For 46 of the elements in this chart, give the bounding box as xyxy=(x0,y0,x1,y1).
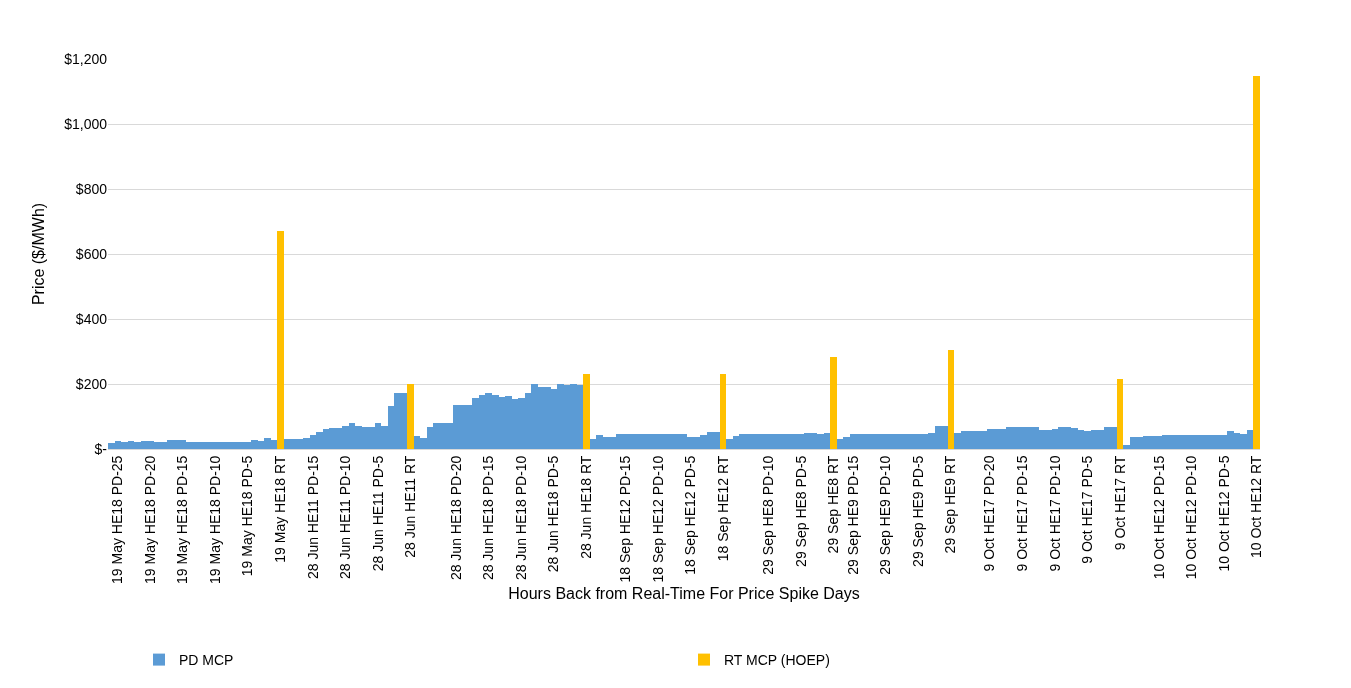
x-tick-label: 29 Sep HE9 PD-10 xyxy=(877,455,894,575)
x-tick-label: 28 Jun HE11 PD-5 xyxy=(369,455,386,572)
x-tick-label: 9 Oct HE17 PD-5 xyxy=(1079,455,1096,564)
x-tick-label: 9 Oct HE17 PD-10 xyxy=(1046,455,1063,572)
legend-label: PD MCP xyxy=(179,652,234,669)
x-tick-label: 10 Oct HE12 PD-10 xyxy=(1183,455,1200,580)
x-tick-label: 18 Sep HE12 PD-15 xyxy=(616,455,633,583)
x-tick-label: 9 Oct HE17 RT xyxy=(1111,455,1128,551)
x-axis-title: Hours Back from Real-Time For Price Spike Days xyxy=(508,584,860,602)
x-tick-label: 18 Sep HE12 PD-5 xyxy=(682,455,699,575)
x-tick-label: 28 Jun HE18 PD-15 xyxy=(480,455,497,581)
x-tick-label: 29 Sep HE9 PD-5 xyxy=(909,455,926,567)
x-tick-label: 19 May HE18 PD-20 xyxy=(141,455,158,585)
x-tick-label: 18 Sep HE12 RT xyxy=(714,455,731,562)
x-tick-label: 19 May HE18 PD-25 xyxy=(109,455,126,585)
x-tick-label: 29 Sep HE9 RT xyxy=(942,455,959,554)
x-tick-label: 19 May HE18 PD-15 xyxy=(174,455,191,585)
y-tick-label: $600 xyxy=(75,245,108,262)
x-tick-label: 29 Sep HE8 PD-10 xyxy=(760,455,777,575)
y-axis-title: Price ($/MWh) xyxy=(30,202,48,306)
y-tick-label: $1,000 xyxy=(64,115,108,132)
x-tick-label: 9 Oct HE17 PD-20 xyxy=(981,455,998,572)
y-tick-label: $1,200 xyxy=(64,50,108,67)
x-tick-label: 18 Sep HE12 PD-10 xyxy=(649,455,666,583)
x-tick-label: 10 Oct HE12 PD-5 xyxy=(1215,455,1232,572)
x-tick-label: 28 Jun HE11 PD-15 xyxy=(304,455,321,580)
x-tick-label: 19 May HE18 RT xyxy=(272,455,289,563)
x-tick-label: 28 Jun HE18 PD-5 xyxy=(545,455,562,573)
x-tick-label: 28 Jun HE18 RT xyxy=(577,455,594,559)
x-tick-label: 19 May HE18 PD-10 xyxy=(206,455,223,585)
y-tick-label: $- xyxy=(94,440,108,457)
x-tick-label: 28 Jun HE18 PD-10 xyxy=(512,455,529,581)
x-tick-label: 9 Oct HE17 PD-15 xyxy=(1013,455,1030,572)
x-tick-label: 28 Jun HE11 PD-10 xyxy=(337,455,354,580)
x-tick-label: 10 Oct HE12 RT xyxy=(1248,455,1265,559)
x-tick-label: 29 Sep HE8 PD-5 xyxy=(792,455,809,567)
legend-label: RT MCP (HOEP) xyxy=(724,652,830,669)
y-tick-label: $800 xyxy=(75,180,108,197)
x-tick-label: 28 Jun HE18 PD-20 xyxy=(447,455,464,581)
y-tick-label: $400 xyxy=(75,310,108,327)
x-tick-label: 29 Sep HE9 PD-15 xyxy=(844,455,861,575)
y-tick-label: $200 xyxy=(75,375,108,392)
x-tick-label: 28 Jun HE11 RT xyxy=(402,455,419,558)
x-tick-label: 10 Oct HE12 PD-15 xyxy=(1150,455,1167,580)
x-tick-label: 29 Sep HE8 RT xyxy=(825,455,842,554)
x-tick-label: 19 May HE18 PD-5 xyxy=(239,455,256,577)
